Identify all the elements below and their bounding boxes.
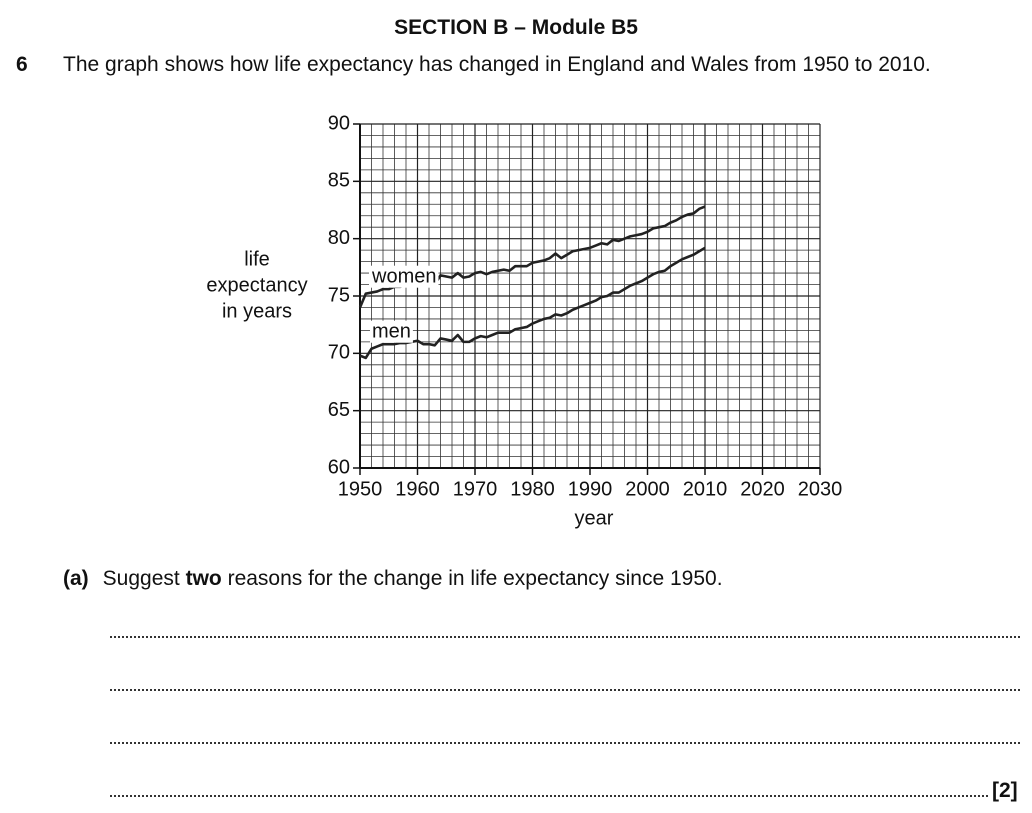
y-tick-label: 75 <box>328 284 350 306</box>
y-tick-label: 85 <box>328 170 350 192</box>
y-tick-label: 90 <box>328 112 350 134</box>
x-tick-label: 1970 <box>453 478 498 500</box>
part-text: Suggest <box>102 567 180 590</box>
part-a: (a) Suggest two reasons for the change in… <box>63 567 723 591</box>
y-tick-label: 60 <box>328 456 350 478</box>
part-label: (a) <box>63 567 89 590</box>
x-tick-label: 2010 <box>683 478 728 500</box>
series-line <box>359 246 706 360</box>
y-axis-label: expectancy <box>206 274 307 296</box>
part-emphasis: two <box>185 567 222 590</box>
series-label: women <box>371 266 436 288</box>
y-axis-label: in years <box>222 300 292 322</box>
series-label-bg <box>369 265 439 288</box>
x-tick-label: 2000 <box>625 478 670 500</box>
y-tick-label: 70 <box>328 342 350 364</box>
answer-line <box>110 795 988 797</box>
x-tick-label: 1990 <box>568 478 613 500</box>
part-text: reasons for the change in life expectanc… <box>227 567 723 590</box>
y-tick-label: 80 <box>328 227 350 249</box>
x-tick-label: 2030 <box>798 478 843 500</box>
marks: [2] <box>992 779 1018 802</box>
answer-line <box>110 636 1020 638</box>
series-label-bg <box>370 320 413 343</box>
answer-line <box>110 742 1020 744</box>
y-tick-label: 65 <box>328 399 350 421</box>
x-axis-label: year <box>575 507 614 529</box>
series-label: men <box>372 321 411 343</box>
question-number: 6 <box>16 53 28 76</box>
section-header: SECTION B – Module B5 <box>394 16 638 39</box>
x-tick-label: 1950 <box>338 478 383 500</box>
x-tick-label: 2020 <box>740 478 785 500</box>
answer-line <box>110 689 1020 691</box>
y-axis-label: life <box>244 248 270 270</box>
x-tick-label: 1980 <box>510 478 555 500</box>
x-tick-label: 1960 <box>395 478 440 500</box>
question-text: The graph shows how life expectancy has … <box>63 53 931 76</box>
